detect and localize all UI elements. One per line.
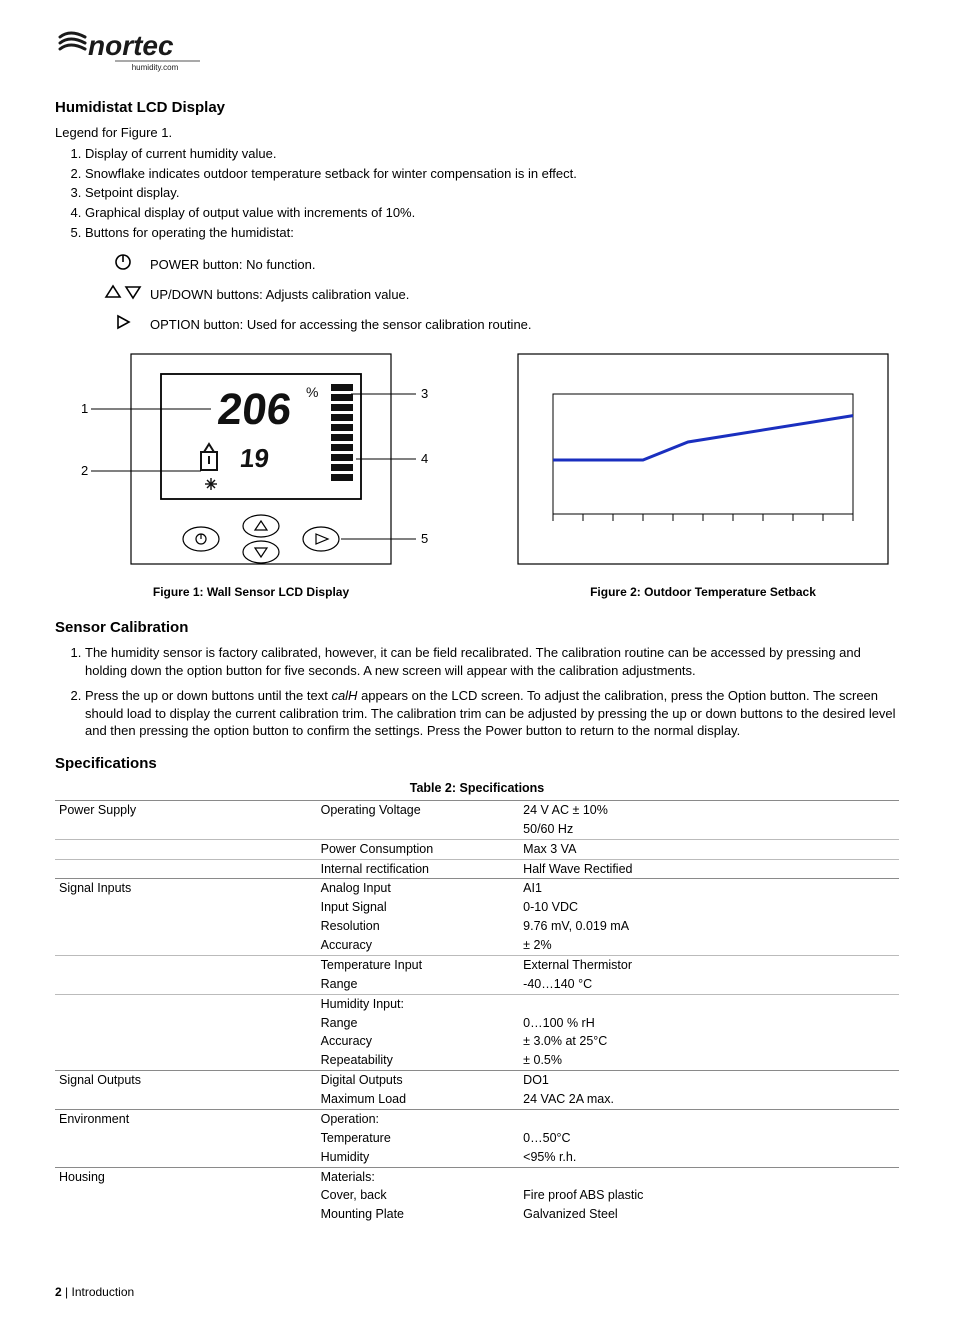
table-title: Table 2: Specifications bbox=[55, 780, 899, 797]
svg-text:3: 3 bbox=[421, 386, 428, 401]
legend-item: Buttons for operating the humidistat: bbox=[85, 224, 899, 242]
table-row: Internal rectificationHalf Wave Rectifie… bbox=[55, 859, 899, 879]
table-row: Temperature InputExternal Thermistor bbox=[55, 955, 899, 974]
table-row: Power ConsumptionMax 3 VA bbox=[55, 839, 899, 859]
svg-text:humidity.com: humidity.com bbox=[132, 63, 179, 72]
legend-intro: Legend for Figure 1. bbox=[55, 124, 899, 142]
table-row: Input Signal0-10 VDC bbox=[55, 898, 899, 917]
table-row: Power SupplyOperating Voltage24 V AC ± 1… bbox=[55, 800, 899, 819]
table-row: Signal InputsAnalog InputAI1 bbox=[55, 879, 899, 898]
spec-title: Specifications bbox=[55, 754, 899, 774]
legend-item: Setpoint display. bbox=[85, 184, 899, 202]
button-label: POWER button: No function. bbox=[150, 254, 899, 274]
table-row: Humidity<95% r.h. bbox=[55, 1148, 899, 1167]
table-row: Humidity Input: bbox=[55, 994, 899, 1013]
svg-text:19: 19 bbox=[239, 443, 271, 473]
svg-text:1: 1 bbox=[81, 401, 88, 416]
option-icon bbox=[95, 312, 150, 337]
fig1-caption: Figure 1: Wall Sensor LCD Display bbox=[153, 584, 349, 600]
svg-text:%: % bbox=[306, 384, 318, 400]
table-row: Range0…100 % rH bbox=[55, 1014, 899, 1033]
table-row: Repeatability± 0.5% bbox=[55, 1051, 899, 1070]
svg-text:4: 4 bbox=[421, 451, 428, 466]
table-row: EnvironmentOperation: bbox=[55, 1109, 899, 1128]
table-row: Cover, backFire proof ABS plastic bbox=[55, 1186, 899, 1205]
table-row: Resolution9.76 mV, 0.019 mA bbox=[55, 917, 899, 936]
power-icon bbox=[95, 252, 150, 277]
calib-item: The humidity sensor is factory calibrate… bbox=[85, 644, 899, 679]
figure-1: 206 % 19 bbox=[71, 349, 431, 574]
table-row: Signal OutputsDigital OutputsDO1 bbox=[55, 1071, 899, 1090]
table-row: Accuracy± 2% bbox=[55, 936, 899, 955]
svg-text:nortec: nortec bbox=[88, 30, 174, 61]
spec-table: Power SupplyOperating Voltage24 V AC ± 1… bbox=[55, 800, 899, 1224]
calibration-title: Sensor Calibration bbox=[55, 618, 899, 638]
table-row: Maximum Load24 VAC 2A max. bbox=[55, 1090, 899, 1109]
table-row: HousingMaterials: bbox=[55, 1167, 899, 1186]
svg-text:2: 2 bbox=[81, 463, 88, 478]
fig2-caption: Figure 2: Outdoor Temperature Setback bbox=[590, 584, 816, 600]
updown-icon bbox=[95, 282, 150, 307]
humidistat-title: Humidistat LCD Display bbox=[55, 98, 899, 118]
figure-2 bbox=[513, 349, 893, 574]
button-label: UP/DOWN buttons: Adjusts calibration val… bbox=[150, 284, 899, 304]
legend-list: Display of current humidity value. Snowf… bbox=[55, 145, 899, 241]
calibration-list: The humidity sensor is factory calibrate… bbox=[55, 644, 899, 740]
legend-item: Snowflake indicates outdoor temperature … bbox=[85, 165, 899, 183]
button-label: OPTION button: Used for accessing the se… bbox=[150, 314, 899, 334]
button-legend: POWER button: No function. UP/DOWN butto… bbox=[95, 249, 899, 339]
brand-logo: nortec humidity.com bbox=[55, 25, 899, 80]
svg-text:5: 5 bbox=[421, 531, 428, 546]
svg-text:206: 206 bbox=[215, 385, 294, 434]
table-row: Temperature0…50°C bbox=[55, 1129, 899, 1148]
table-row: Mounting PlateGalvanized Steel bbox=[55, 1205, 899, 1224]
legend-item: Graphical display of output value with i… bbox=[85, 204, 899, 222]
legend-item: Display of current humidity value. bbox=[85, 145, 899, 163]
table-row: 50/60 Hz bbox=[55, 820, 899, 839]
table-row: Range-40…140 °C bbox=[55, 975, 899, 994]
calib-item: Press the up or down buttons until the t… bbox=[85, 687, 899, 740]
table-row: Accuracy± 3.0% at 25°C bbox=[55, 1032, 899, 1051]
page-footer: 2 | Introduction bbox=[55, 1284, 899, 1300]
